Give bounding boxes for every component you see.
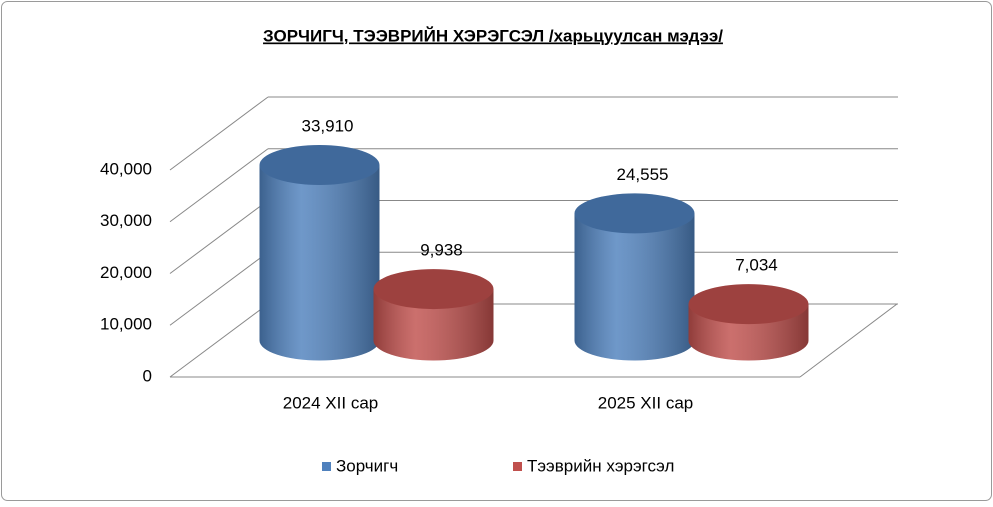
cylinder-top xyxy=(688,284,809,325)
grid-line xyxy=(169,251,269,326)
legend-swatch xyxy=(322,462,331,471)
y-tick-label: 30,000 xyxy=(100,211,152,230)
cylinder-top-shade xyxy=(259,145,380,186)
cylinder-top-shade xyxy=(688,284,809,325)
cylinder-top xyxy=(373,269,494,310)
data-label: 7,034 xyxy=(735,256,778,275)
cylinder-top-shade xyxy=(574,193,695,234)
cylinder-top xyxy=(259,145,380,186)
y-tick-label: 0 xyxy=(143,366,152,385)
data-label: 33,910 xyxy=(302,117,354,136)
cylinder-top xyxy=(574,193,695,234)
x-tick-label: 2025 XII сар xyxy=(598,393,693,412)
y-tick-label: 40,000 xyxy=(100,159,152,178)
y-tick-label: 10,000 xyxy=(100,315,152,334)
legend-swatch xyxy=(513,462,522,471)
grid-line xyxy=(169,303,269,378)
floor-edge xyxy=(799,303,898,378)
chart-title: ЗОРЧИГЧ, ТЭЭВРИЙН ХЭРЭГСЭЛ /харьцуулсан … xyxy=(263,26,723,45)
plot-area xyxy=(170,303,898,378)
data-label: 9,938 xyxy=(420,241,463,260)
y-tick-label: 20,000 xyxy=(100,263,152,282)
grid-line xyxy=(169,148,269,223)
cylinder-shade xyxy=(574,213,695,361)
legend-label: Зорчигч xyxy=(336,456,398,475)
x-tick-label: 2024 XII сар xyxy=(283,393,378,412)
grid-line xyxy=(169,96,269,171)
cylinder-shade xyxy=(373,289,494,361)
grid-line xyxy=(169,200,269,274)
cylinder-top-shade xyxy=(373,269,494,310)
data-label: 24,555 xyxy=(617,165,669,184)
legend-label: Тээврийн хэрэгсэл xyxy=(527,456,674,475)
cylinder-shade xyxy=(259,165,380,361)
